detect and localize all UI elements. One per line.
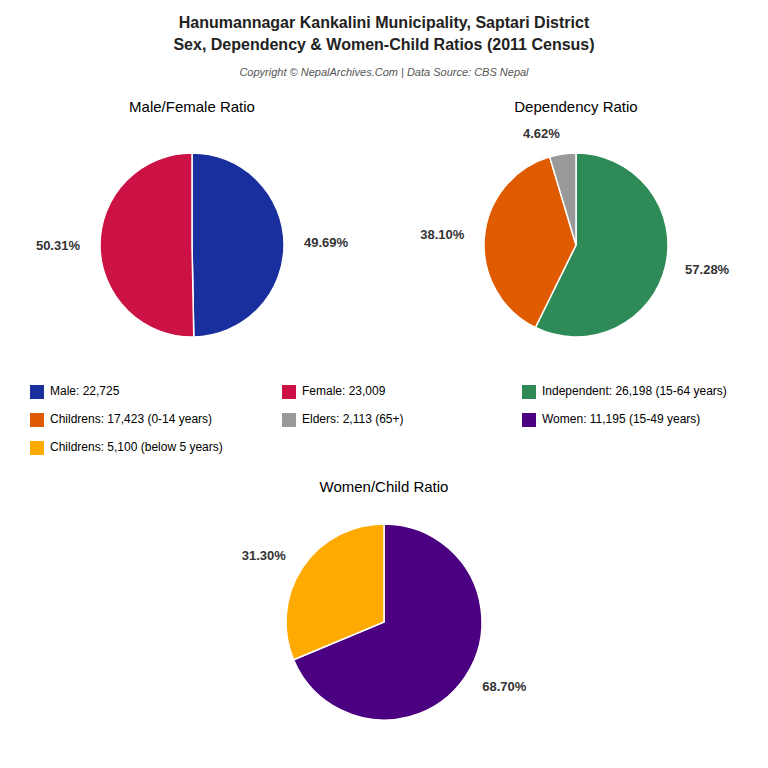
legend-entry: Elders: 2,113 (65+) xyxy=(282,412,404,427)
legend-label: Elders: 2,113 (65+) xyxy=(302,412,404,426)
pie-title: Male/Female Ratio xyxy=(129,98,255,115)
legend-entry: Childrens: 17,423 (0-14 years) xyxy=(30,412,212,427)
legend: Male: 22,725 Female: 23,009 Independent: 2… xyxy=(30,384,727,455)
pie-title: Women/Child Ratio xyxy=(320,478,449,495)
legend-label: Independent: 26,198 (15-64 years) xyxy=(542,384,727,398)
legend-swatch xyxy=(282,413,296,427)
legend-swatch xyxy=(30,385,44,399)
pie-chart: Dependency Ratio 57.28% 38.10% 4.62% xyxy=(420,98,729,337)
header: Hanumannagar Kankalini Municipality, Sap… xyxy=(173,14,594,78)
legend-entry: Independent: 26,198 (15-64 years) xyxy=(522,384,727,399)
data-label: 31.30% xyxy=(242,548,287,563)
data-label: 4.62% xyxy=(523,126,560,141)
data-label: 50.31% xyxy=(36,238,81,253)
legend-entry: Male: 22,725 xyxy=(30,384,120,399)
pie-chart: Male/Female Ratio 49.69% 50.31% xyxy=(36,98,349,337)
legend-swatch xyxy=(522,385,536,399)
legend-label: Childrens: 5,100 (below 5 years) xyxy=(50,440,223,454)
slice xyxy=(550,153,576,245)
legend-swatch xyxy=(282,385,296,399)
data-label: 68.70% xyxy=(482,679,527,694)
slices xyxy=(286,524,482,720)
slices xyxy=(484,153,668,337)
legend-entry: Women: 11,195 (15-49 years) xyxy=(522,412,700,427)
data-label: 38.10% xyxy=(420,227,465,242)
data-label: 49.69% xyxy=(304,235,349,250)
pie-chart: Women/Child Ratio 68.70% 31.30% xyxy=(242,478,527,720)
chart: Hanumannagar Kankalini Municipality, Sap… xyxy=(0,0,768,768)
data-label: 57.28% xyxy=(685,262,730,277)
legend-label: Women: 11,195 (15-49 years) xyxy=(542,412,700,426)
legend-entry: Female: 23,009 xyxy=(282,384,386,399)
slice xyxy=(286,524,384,660)
legend-swatch xyxy=(30,413,44,427)
slice xyxy=(100,153,194,337)
subtitle: Copyright © NepalArchives.Com | Data Sou… xyxy=(239,66,529,78)
pie-title: Dependency Ratio xyxy=(514,98,637,115)
legend-label: Female: 23,009 xyxy=(302,384,386,398)
slices xyxy=(100,153,284,337)
legend-entry: Childrens: 5,100 (below 5 years) xyxy=(30,440,223,455)
data-labels: 68.70% 31.30% xyxy=(242,548,527,694)
title: Sex, Dependency & Women-Child Ratios (20… xyxy=(173,36,594,53)
legend-label: Male: 22,725 xyxy=(50,384,120,398)
title: Hanumannagar Kankalini Municipality, Sap… xyxy=(179,14,590,31)
legend-label: Childrens: 17,423 (0-14 years) xyxy=(50,412,212,426)
data-labels: 57.28% 38.10% 4.62% xyxy=(420,126,729,277)
data-labels: 49.69% 50.31% xyxy=(36,235,349,252)
slice xyxy=(192,153,284,337)
legend-swatch xyxy=(30,441,44,455)
legend-swatch xyxy=(522,413,536,427)
